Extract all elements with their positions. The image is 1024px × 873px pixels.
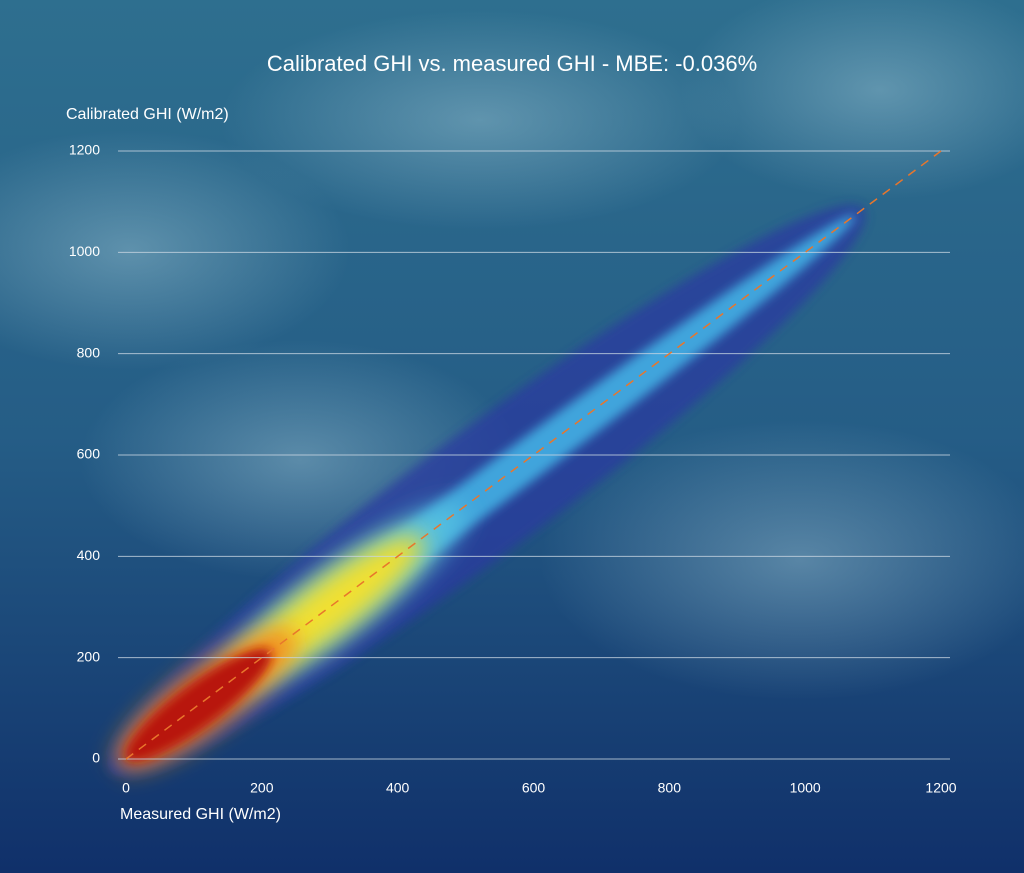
y-tick-label: 200 (77, 648, 101, 664)
chart-title: Calibrated GHI vs. measured GHI - MBE: -… (267, 51, 757, 76)
x-tick-label: 0 (122, 780, 130, 796)
y-tick-label: 800 (77, 344, 101, 360)
y-tick-label: 1200 (69, 142, 100, 158)
x-axis-label: Measured GHI (W/m2) (120, 806, 281, 823)
y-tick-label: 400 (77, 547, 101, 563)
x-tick-label: 200 (250, 780, 274, 796)
x-tick-label: 1200 (925, 780, 956, 796)
y-tick-label: 0 (92, 750, 100, 766)
y-axis-label: Calibrated GHI (W/m2) (66, 106, 229, 123)
x-tick-label: 400 (386, 780, 410, 796)
y-tick-label: 600 (77, 446, 101, 462)
x-tick-label: 800 (658, 780, 682, 796)
x-tick-label: 600 (522, 780, 546, 796)
x-tick-label: 1000 (790, 780, 821, 796)
y-tick-label: 1000 (69, 243, 100, 259)
